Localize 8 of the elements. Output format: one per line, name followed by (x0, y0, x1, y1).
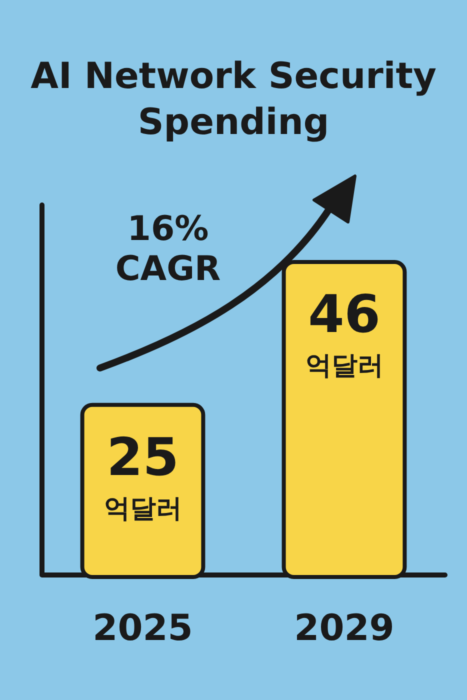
data-label: 46 억달러 (305, 285, 384, 381)
x-tick-label: 2029 (294, 608, 394, 649)
x-tick-label: 2025 (92, 608, 193, 649)
bar: 46 억달러 (282, 260, 407, 579)
data-label: 25 억달러 (104, 428, 182, 524)
annotation: 16% CAGR (115, 209, 221, 289)
chart-title: AI Network Security Spending (30, 56, 436, 143)
bar: 25 억달러 (80, 402, 206, 579)
